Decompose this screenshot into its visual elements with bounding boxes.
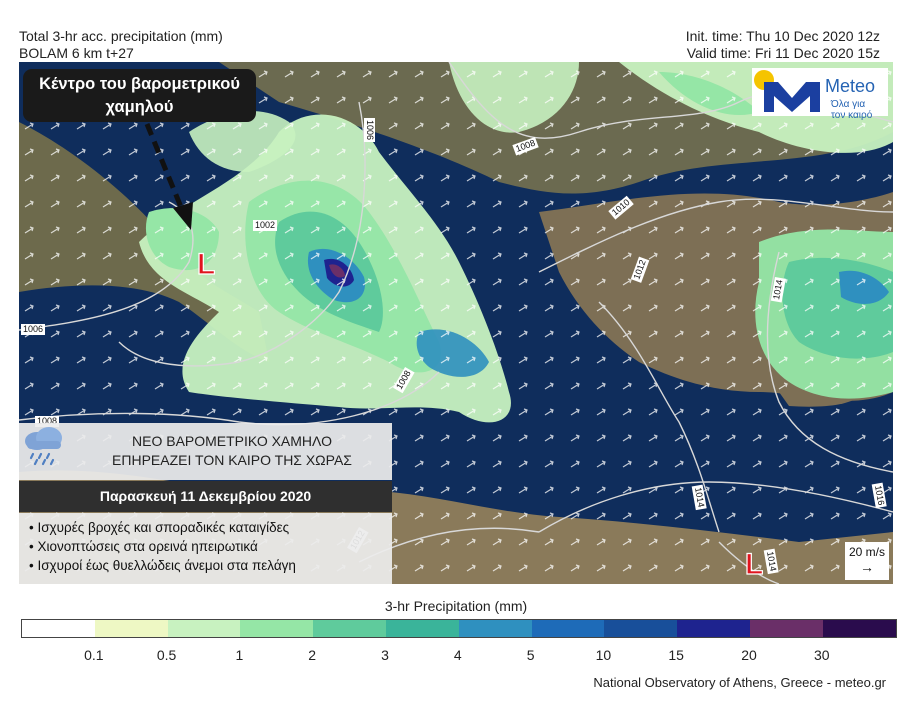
header-right: Init. time: Thu 10 Dec 2020 12z Valid ti… <box>686 28 880 62</box>
legend-swatch <box>313 620 386 637</box>
legend-tick-label: 10 <box>595 647 612 663</box>
low-center-callout: Κέντρο του βαρομετρικού χαμηλού <box>23 69 256 122</box>
info-title-line1: ΝΕΟ ΒΑΡΟΜΕΤΡΙΚΟ ΧΑΜΗΛΟ <box>132 433 332 449</box>
isobar-label: 1014 <box>693 487 706 508</box>
logo-tagline-line2: τον καιρό <box>831 110 873 121</box>
legend-tick-label: 2 <box>308 647 317 663</box>
legend-tick-label: 30 <box>814 647 830 663</box>
forecast-date: Παρασκευή 11 Δεκεμβρίου 2020 <box>19 481 392 512</box>
logo-tagline: Όλα για τον καιρό <box>831 99 872 121</box>
legend-swatch <box>749 620 823 637</box>
logo-tagline-line1: Όλα για <box>831 99 866 110</box>
meteo-logo-mark <box>754 70 820 112</box>
legend-tick-label: 3 <box>381 647 389 663</box>
legend-tick-label: 15 <box>668 647 684 663</box>
legend-swatch <box>167 620 241 637</box>
callout-line2: χαμηλού <box>105 98 174 116</box>
legend-tick-label: 20 <box>741 647 757 663</box>
forecast-info-panel: ΝΕΟ ΒΑΡΟΜΕΤΡΙΚΟ ΧΑΜΗΛΟ ΕΠΗΡΕΑΖΕΙ ΤΟΝ ΚΑΙ… <box>19 423 392 584</box>
legend-swatch <box>22 620 95 637</box>
legend-swatch <box>94 620 168 637</box>
isobar-label: 1016 <box>873 485 886 506</box>
wind-scale-key: 20 m/s → <box>845 542 889 580</box>
legend-swatch <box>822 620 896 637</box>
valid-time: Valid time: Fri 11 Dec 2020 15z <box>686 45 880 61</box>
isobar-label: 1014 <box>771 279 784 300</box>
isobar-label: 1006 <box>365 120 375 140</box>
rain-cloud-icon <box>25 427 62 466</box>
legend-swatch <box>531 620 605 637</box>
precipitation-map: 1006 1002 1006 1008 1008 1008 1010 1012 … <box>19 62 893 584</box>
callout-line1: Κέντρο του βαρομετρικού <box>39 75 240 93</box>
callout-pointer-arrow <box>144 123 193 230</box>
legend-tick-label: 5 <box>526 647 535 663</box>
isobar-label: 1002 <box>255 220 275 230</box>
low-pressure-symbol: L <box>745 548 763 581</box>
legend-swatch <box>458 620 532 637</box>
legend-swatch <box>677 620 750 637</box>
legend-tick-label: 4 <box>453 647 462 663</box>
legend-swatch <box>604 620 678 637</box>
map-title: Total 3-hr acc. precipitation (mm) <box>19 28 223 44</box>
legend-tick-label: 0.5 <box>156 647 177 663</box>
isobar-label: 1008 <box>37 416 57 426</box>
isobar-label: 1014 <box>765 551 778 572</box>
meteo-logo: Meteo Όλα για τον καιρό <box>752 68 888 121</box>
legend-swatch <box>240 620 314 637</box>
wind-scale-arrow-icon: → <box>860 559 874 575</box>
precipitation-legend <box>21 619 897 638</box>
info-header: ΝΕΟ ΒΑΡΟΜΕΤΡΙΚΟ ΧΑΜΗΛΟ ΕΠΗΡΕΑΖΕΙ ΤΟΝ ΚΑΙ… <box>19 423 392 480</box>
info-title-line2: ΕΠΗΡΕΑΖΕΙ ΤΟΝ ΚΑΙΡΟ ΤΗΣ ΧΩΡΑΣ <box>112 452 352 468</box>
legend-title: 3-hr Precipitation (mm) <box>384 598 528 614</box>
header-left: Total 3-hr acc. precipitation (mm) BOLAM… <box>19 28 223 62</box>
low-pressure-symbol: L <box>197 248 215 281</box>
model-label: BOLAM 6 km t+27 <box>19 45 134 61</box>
info-title: ΝΕΟ ΒΑΡΟΜΕΤΡΙΚΟ ΧΑΜΗΛΟ ΕΠΗΡΕΑΖΕΙ ΤΟΝ ΚΑΙ… <box>77 432 387 470</box>
credit-line: National Observatory of Athens, Greece -… <box>593 675 886 690</box>
legend-tick-label: 0.1 <box>84 647 104 663</box>
forecast-bullets: • Ισχυρές βροχές και σποραδικές καταιγίδ… <box>19 513 392 584</box>
logo-brand: Meteo <box>825 76 876 96</box>
bullet-item: • Ισχυρές βροχές και σποραδικές καταιγίδ… <box>29 520 290 535</box>
legend-tick-label: 1 <box>235 647 244 663</box>
bullet-item: • Χιονοπτώσεις στα ορεινά ηπειρωτικά <box>29 539 258 554</box>
wind-scale-label: 20 m/s <box>848 545 885 559</box>
init-time: Init. time: Thu 10 Dec 2020 12z <box>685 28 880 44</box>
legend-swatch <box>385 620 459 637</box>
bullet-item: • Ισχυροί έως θυελλώδεις άνεμοι στα πελά… <box>29 558 296 573</box>
isobar-label: 1006 <box>23 324 43 334</box>
